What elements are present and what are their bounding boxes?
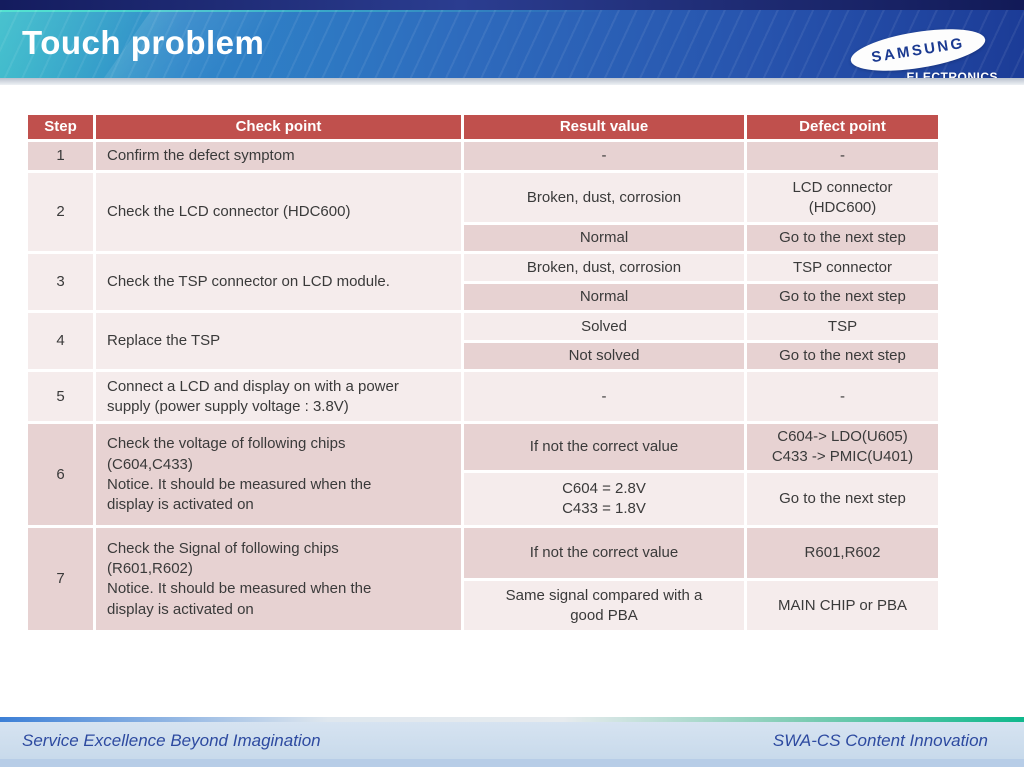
defect-cell: R601,R602 xyxy=(744,525,941,582)
footer-accent-bar xyxy=(0,717,1024,722)
result-cell: Broken, dust, corrosion xyxy=(461,251,747,285)
defect-cell: Go to the next step xyxy=(744,340,941,373)
result-cell: If not the correct value xyxy=(461,525,747,582)
result-cell: - xyxy=(461,139,747,174)
check-point-cell: Check the voltage of following chips (C6… xyxy=(93,421,464,529)
column-header-defect-point: Defect point xyxy=(744,111,941,143)
result-cell: Normal xyxy=(461,281,747,314)
table-row: 7 Check the Signal of following chips (R… xyxy=(25,525,941,634)
defect-cell: TSP connector xyxy=(744,251,941,285)
defect-cell: - xyxy=(744,369,941,425)
step-cell: 3 xyxy=(25,251,96,314)
table-row: 6 Check the voltage of following chips (… xyxy=(25,421,941,529)
defect-cell: TSP xyxy=(744,310,941,344)
header-divider xyxy=(0,78,1024,85)
result-cell: Broken, dust, corrosion xyxy=(461,170,747,226)
check-point-cell: Check the Signal of following chips (R60… xyxy=(93,525,464,634)
bottom-edge-strip xyxy=(0,759,1024,767)
result-cell: Normal xyxy=(461,222,747,255)
electronics-logo-text: ELECTRONICS xyxy=(906,70,998,78)
defect-cell: C604-> LDO(U605) C433 -> PMIC(U401) xyxy=(744,421,941,474)
footer-slogan: Service Excellence Beyond Imagination xyxy=(22,730,321,750)
step-cell: 7 xyxy=(25,525,96,634)
page-title: Touch problem xyxy=(22,24,265,61)
table-row: Normal Go to the next step xyxy=(27,222,941,255)
table-row: Normal Go to the next step xyxy=(27,281,941,314)
title-band: Touch problem SAMSUNG ELECTRONICS xyxy=(0,10,1024,78)
top-navy-bar xyxy=(0,0,1024,10)
table-row: 4 Replace the TSP Solved TSP xyxy=(25,310,941,373)
result-cell: Same signal compared with a good PBA xyxy=(461,578,747,634)
defect-cell: MAIN CHIP or PBA xyxy=(744,578,941,634)
step-cell: 6 xyxy=(25,421,96,529)
check-point-cell: Check the TSP connector on LCD module. xyxy=(93,251,464,314)
step-cell: 1 xyxy=(25,139,96,174)
check-point-cell: Replace the TSP xyxy=(93,310,464,373)
column-header-step: Step xyxy=(25,111,96,143)
table-row: 5 Connect a LCD and display on with a po… xyxy=(25,369,941,425)
footer: Service Excellence Beyond Imagination SW… xyxy=(0,722,1024,759)
result-cell: C604 = 2.8V C433 = 1.8V xyxy=(461,470,747,529)
step-cell: 5 xyxy=(25,369,96,425)
troubleshooting-table: Step Check point Result value Defect poi… xyxy=(25,111,941,634)
table-row: 3 Check the TSP connector on LCD module.… xyxy=(25,251,941,314)
table-row: Same signal compared with a good PBA MAI… xyxy=(27,578,941,634)
column-header-result-value: Result value xyxy=(461,111,747,143)
result-cell: If not the correct value xyxy=(461,421,747,474)
defect-cell: Go to the next step xyxy=(744,222,941,255)
defect-cell: Go to the next step xyxy=(744,470,941,529)
table-header-row: Step Check point Result value Defect poi… xyxy=(25,111,941,143)
table-row: 1 Confirm the defect symptom - - xyxy=(25,139,941,174)
defect-cell: Go to the next step xyxy=(744,281,941,314)
table-row: C604 = 2.8V C433 = 1.8V Go to the next s… xyxy=(27,470,941,529)
defect-cell: LCD connector (HDC600) xyxy=(744,170,941,226)
check-point-cell: Confirm the defect symptom xyxy=(93,139,464,174)
column-header-check-point: Check point xyxy=(93,111,464,143)
result-cell: Solved xyxy=(461,310,747,344)
result-cell: Not solved xyxy=(461,340,747,373)
table-row: 2 Check the LCD connector (HDC600) Broke… xyxy=(25,170,941,255)
check-point-cell: Check the LCD connector (HDC600) xyxy=(93,170,464,255)
step-cell: 4 xyxy=(25,310,96,373)
step-cell: 2 xyxy=(25,170,96,255)
footer-department: SWA-CS Content Innovation xyxy=(772,730,988,750)
band-ray-texture xyxy=(0,10,1024,78)
table-row: Not solved Go to the next step xyxy=(27,340,941,373)
defect-cell: - xyxy=(744,139,941,174)
result-cell: - xyxy=(461,369,747,425)
check-point-cell: Connect a LCD and display on with a powe… xyxy=(93,369,464,425)
